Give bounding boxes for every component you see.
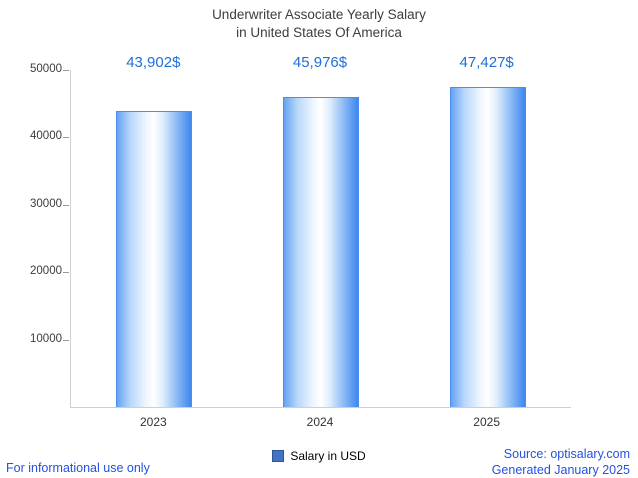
chart-title: Underwriter Associate Yearly Salary in U…	[0, 6, 638, 41]
chart-title-line1: Underwriter Associate Yearly Salary	[212, 7, 426, 22]
bar-2023	[116, 111, 193, 407]
x-tick-label-2025: 2025	[473, 415, 500, 429]
y-tick-label: 30000	[30, 197, 62, 210]
y-tick-label: 50000	[30, 63, 62, 75]
y-tick-label: 40000	[30, 130, 62, 143]
x-tick-label-2024: 2024	[306, 415, 334, 429]
value-label-2025: 47,427$	[459, 54, 514, 71]
y-tick-label: 20000	[30, 265, 62, 278]
plot-area	[70, 70, 571, 408]
x-tick-label-2023: 2023	[139, 415, 167, 429]
y-tick-mark	[63, 339, 69, 341]
bar-2025	[449, 87, 526, 407]
value-label-2024: 45,976$	[292, 54, 348, 71]
disclaimer-text: For informational use only	[6, 461, 150, 475]
y-tick-mark	[63, 70, 69, 71]
legend[interactable]: Salary in USD	[0, 449, 638, 463]
y-tick-mark	[63, 137, 69, 139]
legend-label: Salary in USD	[290, 449, 366, 463]
source-link[interactable]: Source: optisalary.com	[503, 447, 630, 461]
value-label-2023: 43,902$	[126, 54, 181, 71]
y-tick-label: 10000	[30, 332, 62, 345]
y-tick-mark	[63, 272, 69, 274]
chart-title-line2: in United States Of America	[236, 24, 402, 40]
footer-source: Source: optisalary.com Generated January…	[492, 447, 630, 478]
y-tick-mark	[63, 204, 69, 206]
legend-swatch-icon	[272, 450, 285, 462]
bar-2024	[283, 97, 359, 407]
generated-date: Generated January 2025	[491, 462, 630, 477]
